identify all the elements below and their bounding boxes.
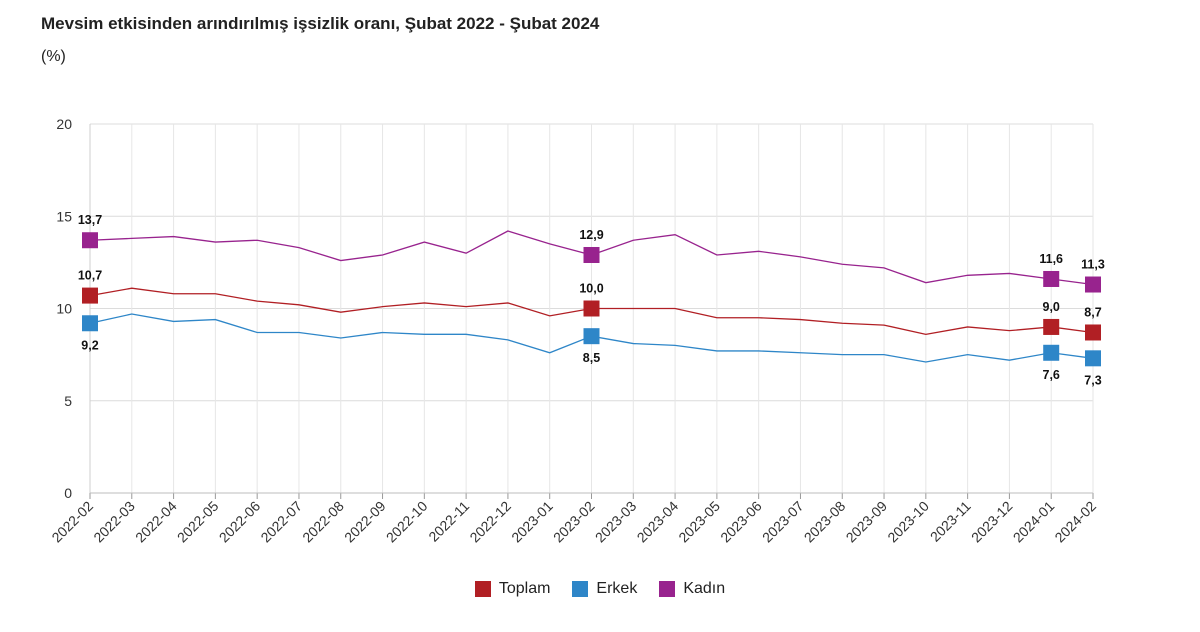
marker-erkek[interactable]	[1043, 344, 1060, 361]
legend-label: Erkek	[596, 580, 638, 597]
x-tick-label: 2022-05	[174, 498, 222, 546]
marker-toplam[interactable]	[583, 300, 600, 317]
y-tick-label: 5	[64, 393, 72, 409]
legend-swatch	[572, 581, 589, 597]
x-tick-label: 2023-08	[801, 498, 849, 546]
x-tick-label: 2023-02	[550, 498, 598, 546]
data-label-erkek: 7,6	[1043, 368, 1060, 382]
y-tick-label: 0	[64, 485, 72, 501]
y-axis-ticks: 0 5 10 15 20	[56, 116, 72, 501]
x-tick-label: 2023-09	[843, 498, 891, 546]
marker-toplam[interactable]	[1085, 324, 1101, 341]
marker-erkek[interactable]	[583, 328, 600, 345]
marker-erkek[interactable]	[82, 315, 98, 332]
data-label-toplam: 9,0	[1043, 300, 1060, 314]
grid	[89, 123, 1094, 499]
x-tick-label: 2022-09	[341, 498, 389, 546]
data-label-kad-n: 11,6	[1039, 252, 1063, 266]
marker-kad-n[interactable]	[1085, 276, 1101, 293]
data-label-toplam: 10,0	[579, 282, 603, 296]
legend-item-toplam[interactable]: Toplam	[474, 580, 551, 598]
data-label-erkek: 9,2	[81, 338, 98, 352]
marker-kad-n[interactable]	[583, 246, 600, 263]
x-tick-label: 2023-10	[884, 498, 932, 546]
x-tick-label: 2022-10	[383, 498, 431, 546]
marker-erkek[interactable]	[1085, 350, 1101, 367]
marker-toplam[interactable]	[82, 287, 98, 304]
legend: Toplam Erkek Kadın	[0, 580, 1200, 598]
data-label-toplam: 10,7	[78, 269, 102, 283]
x-axis-ticks: 2022-022022-032022-042022-052022-062022-…	[48, 498, 1099, 546]
data-labels: 10,7 10,0 9,0 8,7 9,2 8,5 7,6 7,3 13,7 12,9 11,6 11…	[78, 213, 1105, 387]
x-tick-label: 2023-05	[675, 498, 723, 546]
x-tick-label: 2022-11	[425, 498, 472, 545]
x-tick-label: 2023-12	[968, 498, 1016, 546]
x-tick-label: 2022-03	[90, 498, 138, 546]
legend-item-kad-n[interactable]: Kadın	[659, 580, 725, 598]
x-tick-label: 2022-08	[299, 498, 347, 546]
marker-kad-n[interactable]	[1043, 270, 1060, 287]
chart-unit-label: (%)	[41, 48, 66, 65]
x-tick-label: 2023-01	[508, 498, 556, 546]
y-tick-label: 10	[56, 301, 72, 317]
x-tick-label: 2024-01	[1010, 498, 1058, 546]
x-tick-label: 2023-04	[634, 498, 682, 546]
legend-swatch	[659, 581, 676, 597]
y-tick-label: 15	[56, 208, 72, 224]
x-tick-label: 2023-07	[759, 498, 807, 546]
marker-toplam[interactable]	[1043, 318, 1060, 335]
marker-kad-n[interactable]	[82, 232, 98, 249]
x-tick-label: 2022-12	[466, 498, 514, 546]
data-label-kad-n: 12,9	[579, 228, 603, 242]
data-label-toplam: 8,7	[1084, 305, 1101, 319]
x-tick-label: 2023-03	[592, 498, 640, 546]
series-markers	[82, 232, 1101, 367]
x-tick-label: 2023-06	[717, 498, 765, 546]
data-label-erkek: 8,5	[583, 351, 600, 365]
x-tick-label: 2024-02	[1051, 498, 1099, 546]
legend-swatch	[474, 581, 491, 597]
x-tick-label: 2022-02	[48, 498, 96, 546]
x-tick-label: 2022-04	[132, 498, 180, 546]
legend-label: Kadın	[683, 580, 726, 597]
legend-label: Toplam	[498, 580, 551, 597]
y-tick-label: 20	[56, 116, 72, 132]
x-tick-label: 2023-11	[927, 498, 974, 545]
x-tick-label: 2022-06	[216, 498, 264, 546]
chart-title: Mevsim etkisinden arındırılmış işsizlik …	[41, 14, 600, 33]
x-tick-label: 2022-07	[257, 498, 305, 546]
legend-item-erkek[interactable]: Erkek	[572, 580, 637, 598]
data-label-erkek: 7,3	[1084, 373, 1101, 387]
data-label-kad-n: 13,7	[78, 213, 102, 227]
data-label-kad-n: 11,3	[1081, 258, 1105, 272]
